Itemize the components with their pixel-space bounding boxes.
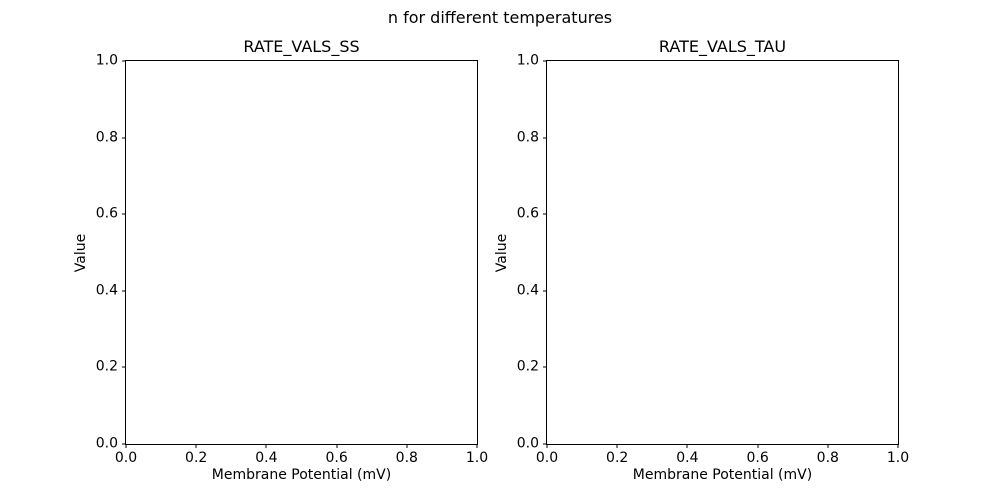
xtick-label: 0.0 [114,450,138,466]
ytick-mark [543,213,547,215]
ytick-label: 0.2 [516,358,539,375]
ytick-mark [543,60,547,62]
ytick-label: 0.6 [516,205,539,222]
ytick-mark [122,60,126,62]
subplot-rate-vals-ss: RATE_VALS_SS Membrane Potential (mV) Val… [73,37,488,483]
xtick-label: 0.4 [255,450,278,466]
ytick-mark [122,213,126,215]
ytick-label: 1.0 [95,52,118,69]
y-axis-label: Value [494,233,511,272]
xtick-label: 0.6 [746,450,769,466]
ytick-mark [543,290,547,292]
ytick-mark [543,137,547,139]
xtick-mark [546,444,548,448]
xtick-mark [125,444,127,448]
xtick-label: 1.0 [465,450,489,466]
ytick-label: 0.4 [95,282,118,299]
x-axis-label: Membrane Potential (mV) [211,467,392,483]
xtick-label: 0.2 [185,450,208,466]
xtick-label: 0.8 [395,450,418,466]
xtick-mark [686,444,688,448]
ytick-label: 0.0 [516,435,539,452]
xtick-mark [897,444,899,448]
ytick-mark [543,366,547,368]
y-axis-label-wrap: Value [73,61,90,444]
xtick-mark [616,444,618,448]
xtick-mark [265,444,267,448]
ytick-label: 0.4 [516,282,539,299]
ytick-label: 1.0 [516,52,539,69]
xtick-mark [406,444,408,448]
ytick-mark [122,366,126,368]
ytick-label: 0.8 [95,129,118,146]
xtick-label: 0.8 [816,450,839,466]
ytick-label: 0.6 [95,205,118,222]
xtick-mark [195,444,197,448]
ytick-label: 0.0 [95,435,118,452]
ytick-mark [122,137,126,139]
y-axis-label: Value [73,233,90,272]
ytick-mark [122,443,126,445]
ytick-mark [543,443,547,445]
xtick-mark [336,444,338,448]
y-axis-label-wrap: Value [494,61,511,444]
xtick-label: 0.0 [535,450,559,466]
ytick-label: 0.2 [95,358,118,375]
ytick-mark [122,290,126,292]
ytick-label: 0.8 [516,129,539,146]
figure-suptitle: n for different temperatures [387,8,613,27]
xtick-mark [827,444,829,448]
xtick-label: 0.4 [676,450,699,466]
xtick-label: 0.6 [325,450,348,466]
xtick-label: 1.0 [886,450,910,466]
subplot-rate-vals-tau: RATE_VALS_TAU Membrane Potential (mV) Va… [494,37,909,483]
xtick-mark [476,444,478,448]
axes-title: RATE_VALS_TAU [658,37,787,56]
xtick-mark [757,444,759,448]
x-axis-label: Membrane Potential (mV) [632,467,813,483]
xtick-label: 0.2 [606,450,629,466]
axes-title: RATE_VALS_SS [243,37,360,56]
